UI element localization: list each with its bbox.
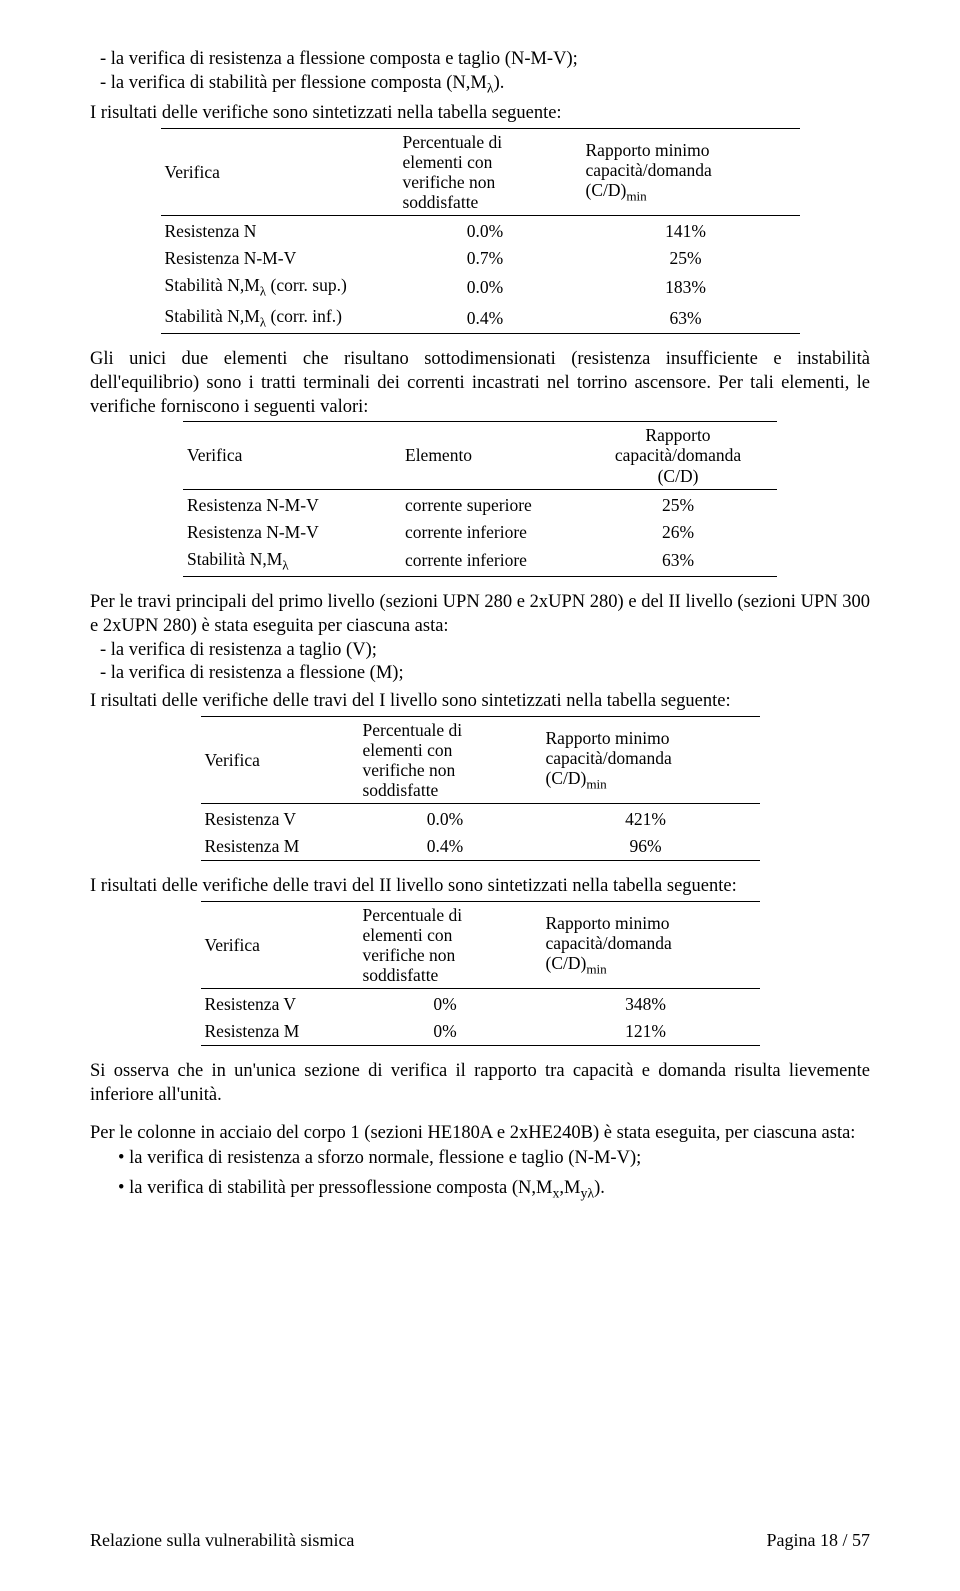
th-verifica: Verifica (161, 128, 399, 216)
table-row: Stabilità N,Mλ (corr. inf.) 0.4% 63% (161, 303, 800, 334)
th-verifica: Verifica (183, 422, 401, 489)
table-row: Resistenza M 0.4% 96% (201, 833, 760, 861)
list-item: la verifica di resistenza a taglio (V); (90, 639, 870, 663)
cell: 0.0% (359, 804, 542, 834)
cell: Stabilità N,Mλ (183, 546, 401, 577)
cell: 183% (582, 272, 800, 303)
cell: Resistenza M (201, 833, 359, 861)
cell: 0.0% (399, 272, 582, 303)
footer-right: Pagina 18 / 57 (767, 1530, 871, 1551)
table-row: Resistenza M 0% 121% (201, 1018, 760, 1046)
table-verifiche-2: Verifica Elemento Rapportocapacità/doman… (183, 421, 777, 577)
table-row: Stabilità N,Mλ corrente inferiore 63% (183, 546, 777, 577)
cell: 25% (582, 245, 800, 272)
cell: 0.4% (399, 303, 582, 334)
th-rapporto: Rapporto minimocapacità/domanda(C/D)min (582, 128, 800, 216)
cell: 0% (359, 989, 542, 1019)
cell: Stabilità N,Mλ (corr. sup.) (161, 272, 399, 303)
cell: Resistenza N-M-V (183, 489, 401, 519)
paragraph-2: Per le travi principali del primo livell… (90, 591, 870, 638)
cell: 141% (582, 216, 800, 246)
cell: corrente superiore (401, 489, 589, 519)
table-row: Stabilità N,Mλ (corr. sup.) 0.0% 183% (161, 272, 800, 303)
paragraph-3: I risultati delle verifiche delle travi … (90, 690, 870, 714)
table-row: Resistenza V 0% 348% (201, 989, 760, 1019)
th-rapporto: Rapporto minimocapacità/domanda(C/D)min (542, 901, 760, 989)
table-row: Resistenza N 0.0% 141% (161, 216, 800, 246)
paragraph-4: I risultati delle verifiche delle travi … (90, 875, 870, 899)
cell: 0.0% (399, 216, 582, 246)
cell: 121% (542, 1018, 760, 1046)
th-verifica: Verifica (201, 716, 359, 804)
cell: 348% (542, 989, 760, 1019)
table-row: Resistenza V 0.0% 421% (201, 804, 760, 834)
list-item: la verifica di resistenza a sforzo norma… (118, 1147, 870, 1171)
list-3: la verifica di resistenza a sforzo norma… (118, 1147, 870, 1203)
cell: 0% (359, 1018, 542, 1046)
cell: 0.7% (399, 245, 582, 272)
th-percentuale: Percentuale dielementi converifiche nons… (399, 128, 582, 216)
cell: corrente inferiore (401, 519, 589, 546)
cell: Resistenza N-M-V (161, 245, 399, 272)
cell: 421% (542, 804, 760, 834)
cell: 25% (589, 489, 777, 519)
cell: Stabilità N,Mλ (corr. inf.) (161, 303, 399, 334)
intro-list: la verifica di resistenza a flessione co… (90, 48, 870, 98)
cell: Resistenza N (161, 216, 399, 246)
list-2: la verifica di resistenza a taglio (V); … (90, 639, 870, 686)
page-footer: Relazione sulla vulnerabilità sismica Pa… (90, 1530, 870, 1551)
table-row: Resistenza N-M-V 0.7% 25% (161, 245, 800, 272)
table-row: Resistenza N-M-V corrente superiore 25% (183, 489, 777, 519)
table-travi-2: Verifica Percentuale dielementi converif… (201, 901, 760, 1047)
th-verifica: Verifica (201, 901, 359, 989)
intro-list-item: la verifica di stabilità per flessione c… (90, 72, 870, 98)
paragraph-1: Gli unici due elementi che risultano sot… (90, 348, 870, 419)
footer-left: Relazione sulla vulnerabilità sismica (90, 1530, 354, 1551)
cell: Resistenza N-M-V (183, 519, 401, 546)
cell: corrente inferiore (401, 546, 589, 577)
table-travi-1: Verifica Percentuale dielementi converif… (201, 716, 760, 862)
th-rapporto: Rapportocapacità/domanda(C/D) (589, 422, 777, 489)
cell: 0.4% (359, 833, 542, 861)
th-percentuale: Percentuale dielementi converifiche nons… (359, 716, 542, 804)
cell: 63% (582, 303, 800, 334)
th-elemento: Elemento (401, 422, 589, 489)
cell: 26% (589, 519, 777, 546)
th-rapporto: Rapporto minimocapacità/domanda(C/D)min (542, 716, 760, 804)
table-verifiche-1: Verifica Percentuale dielementi converif… (161, 128, 800, 335)
paragraph-5: Si osserva che in un'unica sezione di ve… (90, 1060, 870, 1107)
th-percentuale: Percentuale dielementi converifiche nons… (359, 901, 542, 989)
cell: Resistenza M (201, 1018, 359, 1046)
intro-list-item: la verifica di resistenza a flessione co… (90, 48, 870, 72)
cell: Resistenza V (201, 804, 359, 834)
cell: 63% (589, 546, 777, 577)
list-item: la verifica di resistenza a flessione (M… (90, 662, 870, 686)
paragraph-6: Per le colonne in acciaio del corpo 1 (s… (90, 1122, 870, 1146)
table-row: Resistenza N-M-V corrente inferiore 26% (183, 519, 777, 546)
list-item: la verifica di stabilità per pressofless… (118, 1177, 870, 1203)
cell: 96% (542, 833, 760, 861)
intro-line: I risultati delle verifiche sono sinteti… (90, 102, 870, 126)
cell: Resistenza V (201, 989, 359, 1019)
